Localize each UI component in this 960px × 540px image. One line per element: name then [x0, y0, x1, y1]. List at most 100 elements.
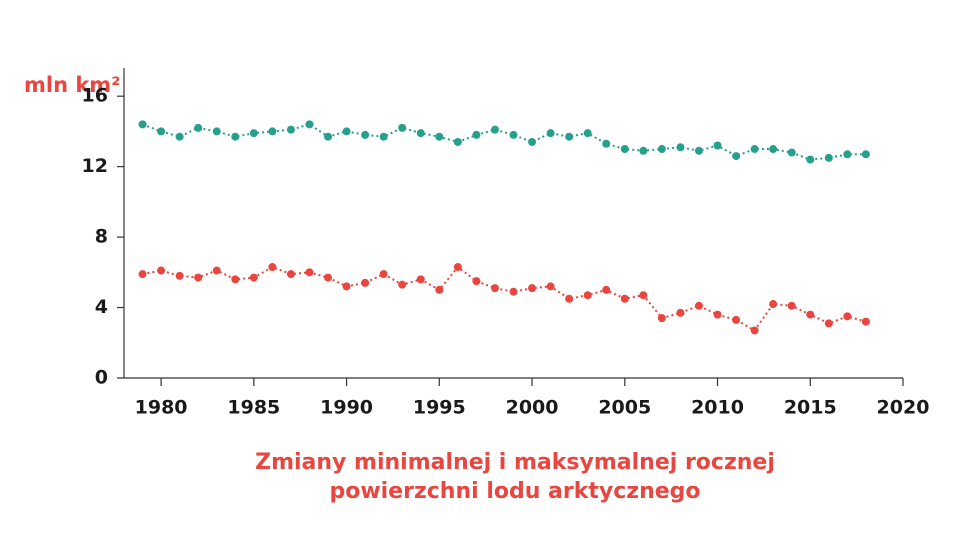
data-point — [472, 130, 481, 139]
data-point — [175, 271, 184, 280]
data-point — [861, 150, 870, 159]
x-tick-label: 2020 — [877, 397, 930, 419]
data-point — [324, 273, 333, 282]
data-point — [342, 282, 351, 291]
data-point — [787, 148, 796, 157]
data-point — [157, 266, 166, 275]
data-point — [286, 270, 295, 279]
data-point — [769, 145, 778, 154]
data-point — [565, 132, 574, 141]
data-point — [528, 284, 537, 293]
y-axis-label: mln km² — [24, 73, 120, 97]
data-point — [509, 287, 518, 296]
data-point — [490, 125, 499, 134]
data-point — [305, 120, 314, 129]
data-point — [546, 129, 555, 138]
data-point — [398, 280, 407, 289]
data-point — [620, 145, 629, 154]
data-point — [194, 123, 203, 132]
data-point — [453, 137, 462, 146]
data-point — [194, 273, 203, 282]
data-point — [416, 129, 425, 138]
data-point — [472, 277, 481, 286]
data-point — [175, 132, 184, 141]
chart-title: Zmiany minimalnej i maksymalnej rocznej — [255, 450, 775, 475]
data-point — [268, 127, 277, 136]
data-point — [787, 301, 796, 310]
data-point — [268, 263, 277, 272]
data-point — [861, 317, 870, 326]
data-point — [565, 294, 574, 303]
data-point — [657, 145, 666, 154]
data-point — [138, 270, 147, 279]
data-point — [379, 270, 388, 279]
data-point — [713, 141, 722, 150]
series-line — [142, 123, 866, 161]
data-point — [416, 275, 425, 284]
data-point — [694, 146, 703, 155]
x-tick-label: 1985 — [227, 397, 280, 419]
data-point — [676, 308, 685, 317]
data-point — [361, 278, 370, 287]
data-point — [435, 132, 444, 141]
data-point — [639, 291, 648, 300]
chart-title: powierzchni lodu arktycznego — [329, 479, 700, 504]
data-point — [657, 314, 666, 323]
data-point — [249, 273, 258, 282]
data-point — [583, 291, 592, 300]
data-point — [694, 301, 703, 310]
data-point — [490, 284, 499, 293]
data-point — [824, 153, 833, 162]
x-tick-label: 1995 — [413, 397, 466, 419]
x-tick-label: 1990 — [320, 397, 373, 419]
x-tick-label: 2000 — [506, 397, 559, 419]
x-tick-label: 1980 — [135, 397, 188, 419]
data-point — [453, 263, 462, 272]
data-point — [528, 137, 537, 146]
data-point — [583, 129, 592, 138]
series-line — [142, 265, 867, 332]
data-point — [324, 132, 333, 141]
data-point — [769, 300, 778, 309]
data-point — [750, 145, 759, 154]
data-point — [398, 123, 407, 132]
y-tick-label: 12 — [82, 155, 108, 177]
data-point — [639, 146, 648, 155]
data-point — [676, 143, 685, 152]
data-point — [843, 150, 852, 159]
data-point — [435, 285, 444, 294]
x-tick-label: 2005 — [598, 397, 651, 419]
data-point — [361, 130, 370, 139]
data-point — [806, 310, 815, 319]
data-point — [212, 266, 221, 275]
data-point — [157, 127, 166, 136]
y-tick-label: 0 — [95, 367, 108, 389]
data-point — [750, 326, 759, 335]
data-point — [602, 285, 611, 294]
data-point — [620, 294, 629, 303]
y-tick-label: 16 — [82, 85, 108, 107]
data-point — [806, 155, 815, 164]
data-point — [286, 125, 295, 134]
data-point — [212, 127, 221, 136]
data-point — [305, 268, 314, 277]
y-tick-label: 4 — [95, 296, 108, 318]
data-point — [509, 130, 518, 139]
data-point — [231, 132, 240, 141]
data-point — [732, 315, 741, 324]
data-point — [546, 282, 555, 291]
data-point — [249, 129, 258, 138]
data-point — [342, 127, 351, 136]
data-point — [732, 152, 741, 161]
x-tick-label: 2015 — [784, 397, 837, 419]
data-point — [379, 132, 388, 141]
data-point — [231, 275, 240, 284]
data-point — [713, 310, 722, 319]
x-tick-label: 2010 — [691, 397, 744, 419]
data-point — [824, 319, 833, 328]
data-point — [843, 312, 852, 321]
y-tick-label: 8 — [95, 226, 108, 248]
data-point — [138, 120, 147, 129]
data-point — [602, 139, 611, 148]
